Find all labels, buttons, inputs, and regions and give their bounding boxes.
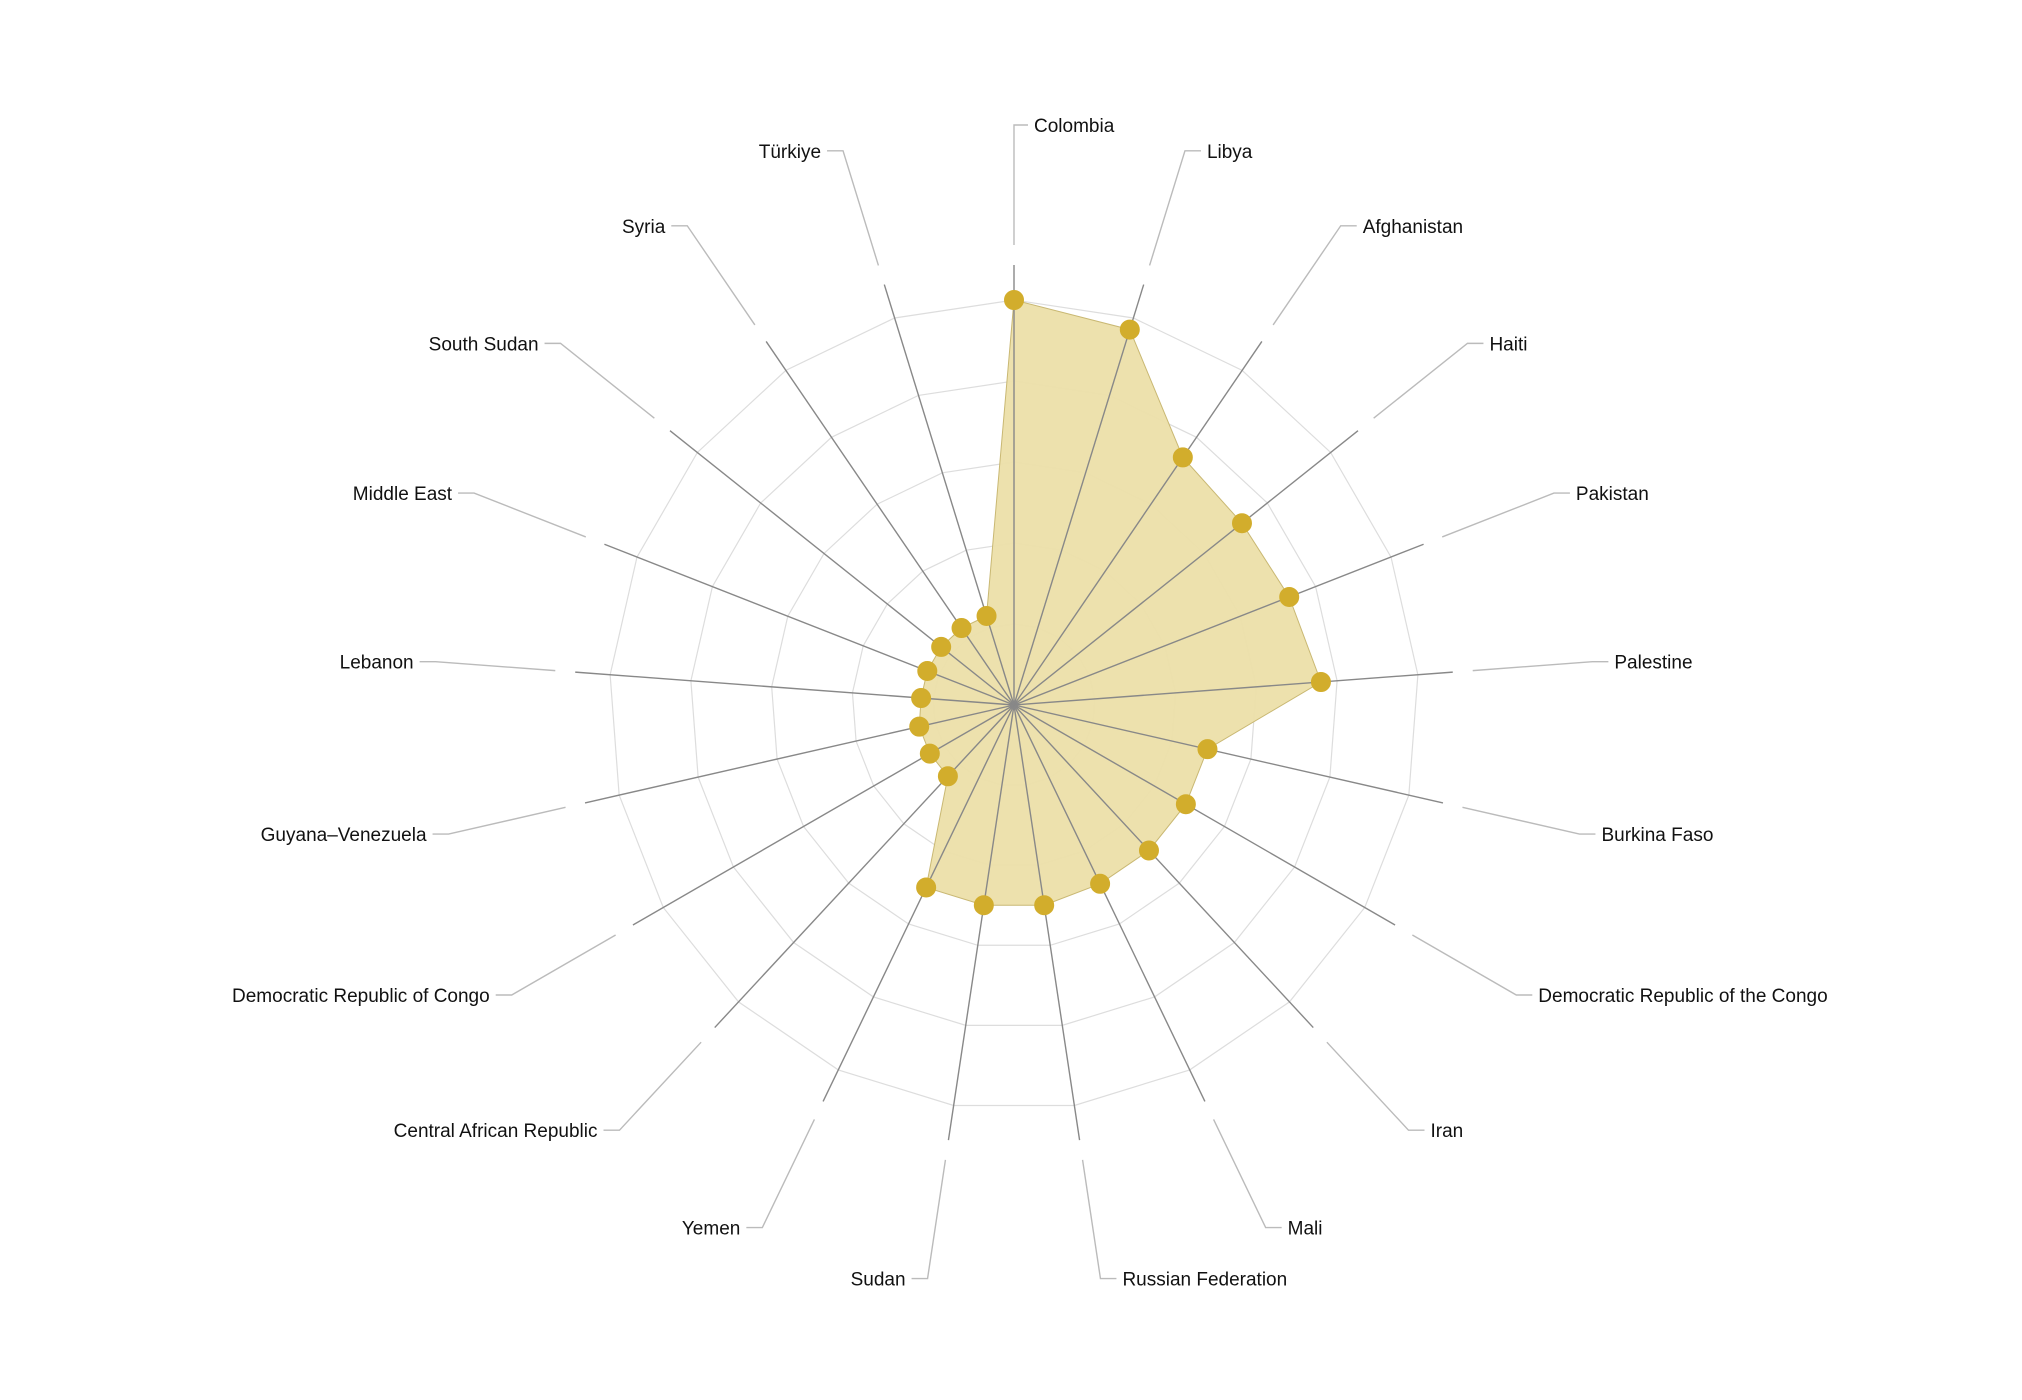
data-point-central-african-republic [937, 766, 958, 787]
leader-line-afghanistan [1272, 225, 1357, 326]
leader-line-democratic-republic-of-congo [495, 934, 616, 996]
axis-label-burkina-faso: Burkina Faso [1601, 825, 1713, 846]
axis-label-south-sudan: South Sudan [429, 334, 539, 355]
data-point-middle-east [917, 660, 938, 681]
label-layer: Colombia Libya Afghanistan Haiti Pakistan Pal… [232, 116, 1828, 1291]
axis-label-palestine: Palestine [1614, 653, 1692, 674]
spoke-middle-east [604, 543, 1015, 706]
data-point-south-sudan [931, 636, 952, 657]
axis-label-haiti: Haiti [1489, 334, 1527, 355]
spoke-russian-federation [1013, 704, 1081, 1141]
data-point-yemen [916, 877, 937, 898]
axis-label-afghanistan: Afghanistan [1363, 217, 1463, 238]
axis-label-t-rkiye: Türkiye [759, 142, 821, 163]
axis-label-russian-federation: Russian Federation [1122, 1270, 1287, 1291]
axis-label-colombia: Colombia [1034, 116, 1115, 137]
leader-line-lebanon [419, 660, 556, 672]
data-point-lebanon [911, 688, 932, 709]
leader-line-south-sudan [544, 342, 655, 419]
leader-line-central-african-republic [603, 1041, 702, 1131]
spoke-pakistan [1013, 543, 1424, 706]
axis-label-guyana-venezuela: Guyana–Venezuela [261, 825, 427, 846]
axis-label-pakistan: Pakistan [1576, 484, 1649, 505]
spoke-democratic-republic-of-the-congo [1013, 704, 1396, 926]
spoke-central-african-republic [714, 704, 1015, 1029]
data-point-palestine [1310, 671, 1331, 692]
leader-line-mali [1212, 1119, 1282, 1229]
axis-label-yemen: Yemen [682, 1219, 740, 1240]
leader-line-democratic-republic-of-the-congo [1412, 934, 1533, 996]
spoke-layer [419, 124, 1609, 1280]
leader-line-palestine [1472, 660, 1609, 672]
axis-label-central-african-republic: Central African Republic [394, 1121, 598, 1142]
leader-line-colombia [1013, 124, 1028, 245]
data-point-russian-federation [1034, 895, 1055, 916]
leader-line-sudan [911, 1159, 947, 1280]
data-area [918, 299, 1322, 906]
data-point-syria [951, 618, 972, 639]
grid-ring-5 [609, 299, 1419, 1107]
marker-layer [909, 290, 1331, 916]
data-point-democratic-republic-of-the-congo [1175, 794, 1196, 815]
data-point-democratic-republic-of-congo [919, 743, 940, 764]
data-point-iran [1138, 840, 1159, 861]
data-point-libya [1119, 319, 1140, 340]
data-point-mali [1090, 873, 1111, 894]
spoke-libya [1013, 284, 1145, 706]
spoke-sudan [947, 704, 1015, 1141]
data-point-haiti [1231, 513, 1252, 534]
leader-line-haiti [1373, 342, 1484, 419]
leader-line-middle-east [458, 492, 587, 538]
data-point-t-rkiye [976, 605, 997, 626]
leader-line-guyana-venezuela [432, 806, 566, 835]
axis-label-mali: Mali [1288, 1219, 1323, 1240]
spoke-yemen [822, 704, 1015, 1102]
spoke-haiti [1013, 430, 1359, 706]
spoke-t-rkiye [883, 284, 1015, 706]
spoke-burkina-faso [1013, 704, 1444, 804]
leader-line-pakistan [1441, 492, 1570, 538]
area-layer [918, 299, 1322, 906]
axis-label-lebanon: Lebanon [340, 653, 414, 674]
spoke-palestine [1013, 671, 1453, 706]
data-point-afghanistan [1172, 447, 1193, 468]
spoke-south-sudan [669, 430, 1015, 706]
spoke-mali [1013, 704, 1206, 1102]
axis-label-democratic-republic-of-congo: Democratic Republic of Congo [232, 986, 490, 1007]
leader-line-iran [1326, 1041, 1425, 1131]
axis-label-middle-east: Middle East [353, 484, 453, 505]
axis-label-libya: Libya [1207, 142, 1253, 163]
grid-ring-4 [690, 380, 1338, 1026]
data-point-burkina-faso [1197, 739, 1218, 760]
axis-label-iran: Iran [1431, 1121, 1464, 1142]
leader-line-syria [671, 225, 756, 326]
data-point-sudan [973, 895, 994, 916]
spoke-guyana-venezuela [584, 704, 1015, 804]
spoke-lebanon [575, 671, 1015, 706]
leader-line-t-rkiye [827, 150, 880, 266]
leader-line-libya [1148, 150, 1201, 266]
spoke-democratic-republic-of-congo [632, 704, 1015, 926]
axis-label-sudan: Sudan [851, 1270, 906, 1291]
data-point-guyana-venezuela [909, 716, 930, 737]
leader-line-burkina-faso [1462, 806, 1596, 835]
axis-label-democratic-republic-of-the-congo: Democratic Republic of the Congo [1538, 986, 1827, 1007]
leader-line-russian-federation [1081, 1159, 1117, 1280]
data-point-pakistan [1279, 586, 1300, 607]
spoke-afghanistan [1013, 341, 1263, 706]
leader-line-yemen [746, 1119, 816, 1229]
spoke-syria [765, 341, 1015, 706]
data-point-colombia [1004, 290, 1024, 310]
spoke-iran [1013, 704, 1314, 1029]
axis-label-syria: Syria [622, 217, 666, 238]
